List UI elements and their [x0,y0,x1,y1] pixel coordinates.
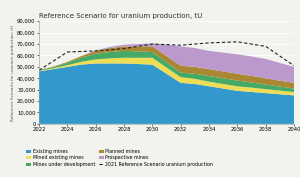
Legend: Existing mines, Mined existing mines, Mines under development, Planned mines, Pr: Existing mines, Mined existing mines, Mi… [26,149,213,167]
Text: Reference Scenario for uranium production, tU: Reference Scenario for uranium productio… [39,13,202,19]
Y-axis label: Reference Scenario for uranium production, tU: Reference Scenario for uranium productio… [11,25,15,121]
